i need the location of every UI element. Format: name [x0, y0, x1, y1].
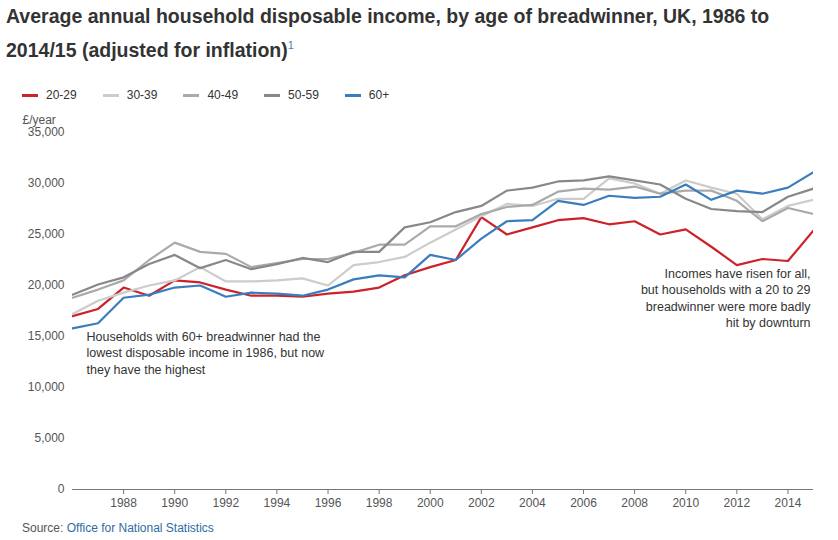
svg-text:25,000: 25,000	[28, 227, 65, 241]
svg-text:2008: 2008	[621, 496, 648, 510]
svg-text:1992: 1992	[212, 496, 239, 510]
svg-text:20,000: 20,000	[28, 278, 65, 292]
svg-text:2012: 2012	[723, 496, 750, 510]
html-text:Source: Office for National St: Source: Office for National Statistics	[22, 521, 214, 535]
svg-text:5,000: 5,000	[34, 431, 64, 445]
svg-text:2002: 2002	[468, 496, 495, 510]
html-text:50-59: 50-59	[288, 88, 319, 102]
svg-text:Households with 60+ breadwinne: Households with 60+ breadwinner had thel…	[87, 330, 326, 377]
svg-text:10,000: 10,000	[28, 380, 65, 394]
svg-text:£/year: £/year	[23, 113, 56, 127]
svg-text:0: 0	[58, 482, 65, 496]
svg-text:2014: 2014	[775, 496, 802, 510]
html-text:Average annual household dispo: Average annual household disposable inco…	[6, 5, 770, 61]
svg-text:2004: 2004	[519, 496, 546, 510]
svg-text:1994: 1994	[264, 496, 291, 510]
svg-text:35,000: 35,000	[28, 125, 65, 139]
svg-text:1998: 1998	[366, 496, 393, 510]
svg-text:1990: 1990	[161, 496, 188, 510]
html-text:40-49: 40-49	[207, 88, 239, 102]
svg-text:2010: 2010	[672, 496, 699, 510]
svg-text:1988: 1988	[110, 496, 137, 510]
svg-text:2006: 2006	[570, 496, 597, 510]
svg-text:2000: 2000	[417, 496, 444, 510]
svg-text:1996: 1996	[315, 496, 342, 510]
svg-text:15,000: 15,000	[28, 329, 65, 343]
html-text:60+: 60+	[368, 88, 390, 102]
html-text:20-29: 20-29	[46, 88, 77, 102]
svg-text:30,000: 30,000	[28, 176, 65, 190]
svg-text:Incomes have risen for all,but: Incomes have risen for all,but household…	[641, 267, 811, 330]
html-text:30-39: 30-39	[126, 88, 158, 102]
